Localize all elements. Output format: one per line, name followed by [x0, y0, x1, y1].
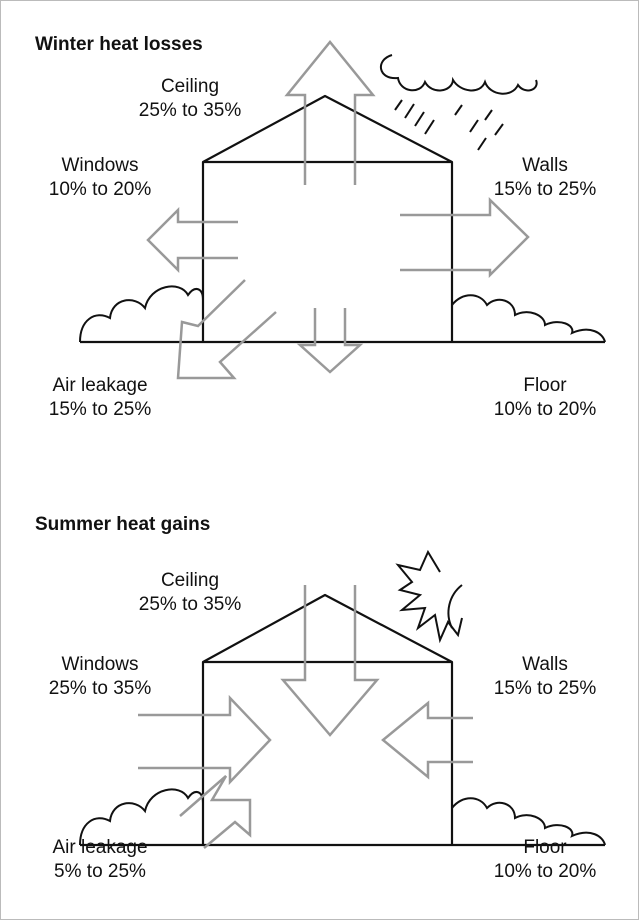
- label-range: 15% to 25%: [494, 179, 597, 200]
- diagram: Winter heat losses Ceiling 25% to 35% Wi…: [0, 0, 640, 921]
- label-range: 5% to 25%: [54, 861, 146, 882]
- label-range: 25% to 35%: [139, 100, 242, 121]
- label-name: Floor: [523, 837, 567, 858]
- label-range: 25% to 35%: [139, 594, 242, 615]
- panel-title: Winter heat losses: [35, 34, 203, 55]
- label-range: 15% to 25%: [494, 678, 597, 699]
- label-name: Windows: [61, 155, 138, 176]
- label-range: 10% to 20%: [494, 399, 597, 420]
- label-name: Windows: [61, 654, 138, 675]
- frame: [1, 1, 639, 920]
- label-range: 25% to 35%: [49, 678, 152, 699]
- label-range: 10% to 20%: [49, 179, 152, 200]
- panel-title: Summer heat gains: [35, 514, 210, 535]
- label-name: Ceiling: [161, 76, 219, 97]
- label-range: 15% to 25%: [49, 399, 152, 420]
- label-range: 10% to 20%: [494, 861, 597, 882]
- label-name: Ceiling: [161, 570, 219, 591]
- label-name: Walls: [522, 155, 568, 176]
- label-name: Floor: [523, 375, 567, 396]
- label-name: Walls: [522, 654, 568, 675]
- label-name: Air leakage: [52, 375, 147, 396]
- label-name: Air leakage: [52, 837, 147, 858]
